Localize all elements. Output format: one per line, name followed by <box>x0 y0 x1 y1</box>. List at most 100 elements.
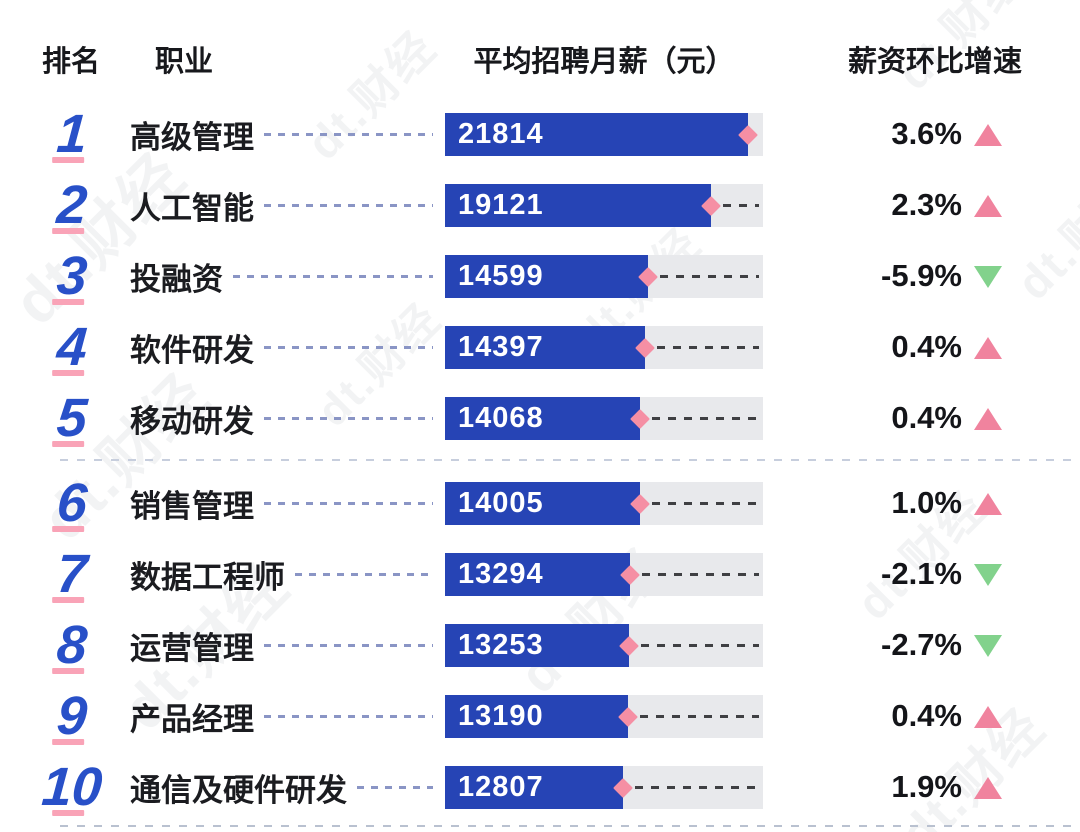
salary-bar: 14599 <box>445 254 648 298</box>
rank-number: 1 <box>54 104 90 164</box>
col-header-growth: 薪资环比增速 <box>848 46 1023 78</box>
occupation-cell: 移动研发 <box>130 383 437 454</box>
rank-cell: 4 <box>28 312 116 383</box>
salary-value: 13190 <box>458 699 544 732</box>
occupation-cell: 数据工程师 <box>130 539 437 610</box>
rank-underline <box>52 809 85 816</box>
salary-bar: 14397 <box>445 325 645 369</box>
rank-number: 8 <box>54 615 90 675</box>
salary-bar: 13253 <box>445 623 629 667</box>
salary-bar: 13294 <box>445 552 630 596</box>
growth-down-icon <box>974 563 1002 586</box>
rank-number: 9 <box>54 686 90 746</box>
growth-down-icon <box>974 634 1002 657</box>
table-row: 5 移动研发 14068 0.4% <box>0 383 1080 454</box>
growth-up-icon <box>974 194 1002 217</box>
leader-dashed-line <box>264 714 433 718</box>
trailing-dashed-line <box>723 203 759 207</box>
rank-number: 5 <box>54 388 90 448</box>
salary-value: 14397 <box>458 330 544 363</box>
table-row: 4 软件研发 14397 0.4% <box>0 312 1080 383</box>
salary-value: 12807 <box>458 770 544 803</box>
salary-value: 14599 <box>458 259 544 292</box>
salary-value: 14068 <box>458 401 544 434</box>
occupation-label: 移动研发 <box>130 403 254 439</box>
occupation-cell: 投融资 <box>130 241 437 312</box>
table-row: 6 销售管理 14005 1.0% <box>0 468 1080 539</box>
table-row: 2 人工智能 19121 2.3% <box>0 170 1080 241</box>
growth-value: 1.9% <box>891 769 962 804</box>
leader-dashed-line <box>264 643 433 647</box>
trailing-dashed-line <box>641 643 759 647</box>
salary-value: 13253 <box>458 628 544 661</box>
rank-underline <box>52 156 85 163</box>
rank-underline <box>52 525 85 532</box>
rank-cell: 3 <box>28 241 116 312</box>
table-row: 3 投融资 14599 -5.9% <box>0 241 1080 312</box>
occupation-label: 数据工程师 <box>130 559 285 595</box>
occupation-cell: 人工智能 <box>130 170 437 241</box>
occupation-cell: 软件研发 <box>130 312 437 383</box>
rank-cell: 5 <box>28 383 116 454</box>
table-row: 10 通信及硬件研发 12807 1.9% <box>0 752 1080 823</box>
growth-up-icon <box>974 776 1002 799</box>
trailing-dashed-line <box>652 416 759 420</box>
occupation-cell: 通信及硬件研发 <box>130 752 437 823</box>
growth-value: 2.3% <box>891 187 962 222</box>
rank-number: 2 <box>54 175 90 235</box>
rank-underline <box>52 440 85 447</box>
bottom-border-dashed-line <box>60 825 1080 827</box>
salary-bar: 21814 <box>445 112 748 156</box>
rank-number: 7 <box>54 544 90 604</box>
col-header-rank: 排名 <box>42 46 101 78</box>
rank-cell: 10 <box>28 752 116 823</box>
occupation-cell: 产品经理 <box>130 681 437 752</box>
growth-up-icon <box>974 407 1002 430</box>
rank-underline <box>52 369 85 376</box>
occupation-label: 通信及硬件研发 <box>130 772 347 808</box>
leader-dashed-line <box>233 274 433 278</box>
growth-up-icon <box>974 492 1002 515</box>
growth-value: -2.7% <box>881 627 962 662</box>
trailing-dashed-line <box>640 714 759 718</box>
rank-cell: 7 <box>28 539 116 610</box>
leader-dashed-line <box>264 345 433 349</box>
growth-value: -5.9% <box>881 258 962 293</box>
salary-value: 14005 <box>458 486 544 519</box>
group-separator-dashed-line <box>60 459 1080 461</box>
rank-underline <box>52 738 85 745</box>
rank-underline <box>52 596 85 603</box>
occupation-cell: 销售管理 <box>130 468 437 539</box>
occupation-label: 高级管理 <box>130 119 254 155</box>
occupation-label: 人工智能 <box>130 190 254 226</box>
salary-bar: 14068 <box>445 396 640 440</box>
occupation-label: 销售管理 <box>130 488 254 524</box>
rank-number: 6 <box>54 473 90 533</box>
rank-cell: 9 <box>28 681 116 752</box>
rank-underline <box>52 227 85 234</box>
occupation-label: 软件研发 <box>130 332 254 368</box>
growth-value: 3.6% <box>891 116 962 151</box>
salary-bar: 14005 <box>445 481 640 525</box>
growth-value: 0.4% <box>891 329 962 364</box>
leader-dashed-line <box>357 785 433 789</box>
leader-dashed-line <box>264 501 433 505</box>
trailing-dashed-line <box>657 345 759 349</box>
table-row: 8 运营管理 13253 -2.7% <box>0 610 1080 681</box>
trailing-dashed-line <box>642 572 759 576</box>
growth-value: 0.4% <box>891 400 962 435</box>
growth-up-icon <box>974 123 1002 146</box>
salary-bar: 19121 <box>445 183 711 227</box>
leader-dashed-line <box>264 203 433 207</box>
growth-up-icon <box>974 336 1002 359</box>
salary-value: 21814 <box>458 117 544 150</box>
rank-underline <box>52 298 85 305</box>
growth-value: -2.1% <box>881 556 962 591</box>
salary-value: 13294 <box>458 557 544 590</box>
rank-number: 10 <box>39 757 105 817</box>
rank-cell: 1 <box>28 99 116 170</box>
occupation-label: 投融资 <box>130 261 223 297</box>
occupation-label: 产品经理 <box>130 701 254 737</box>
occupation-cell: 运营管理 <box>130 610 437 681</box>
